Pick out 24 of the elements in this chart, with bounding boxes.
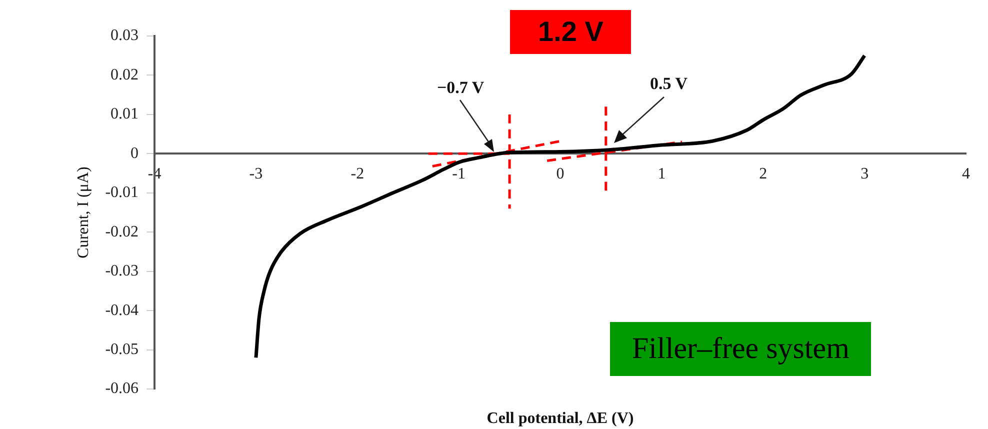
y-tick-label: 0	[130, 144, 139, 162]
x-tick-label: 0	[556, 165, 564, 182]
y-tick-label: 0.01	[110, 106, 139, 123]
x-tick-label: -3	[249, 165, 263, 182]
y-tick-label: -0.01	[105, 184, 139, 202]
x-tick-label: 2	[759, 165, 768, 182]
annotation: −0.7 V	[437, 78, 484, 98]
y-tick-label: 0.03	[110, 27, 139, 44]
y-tick-label: -0.04	[105, 302, 139, 319]
y-tick-label: 0.02	[110, 66, 139, 84]
x-tick-label: 4	[962, 165, 970, 182]
x-tick-label: 1	[658, 165, 666, 182]
x-axis-title: Cell potential, ΔE (V)	[486, 410, 634, 428]
y-tick-label: -0.02	[105, 223, 139, 240]
annotation: 0.5 V	[650, 74, 688, 94]
x-tick-label: -2	[350, 165, 364, 182]
annotation: 1.2 V	[510, 10, 632, 54]
y-tick-label: -0.05	[105, 340, 139, 358]
y-tick-label: -0.06	[105, 380, 139, 398]
x-tick-label: -1	[452, 165, 466, 182]
x-tick-label: 3	[860, 165, 869, 182]
annotation: Filler–free system	[610, 322, 872, 376]
y-tick-label: -0.03	[105, 262, 139, 280]
y-axis-title: Curent, I (μA)	[74, 166, 92, 258]
